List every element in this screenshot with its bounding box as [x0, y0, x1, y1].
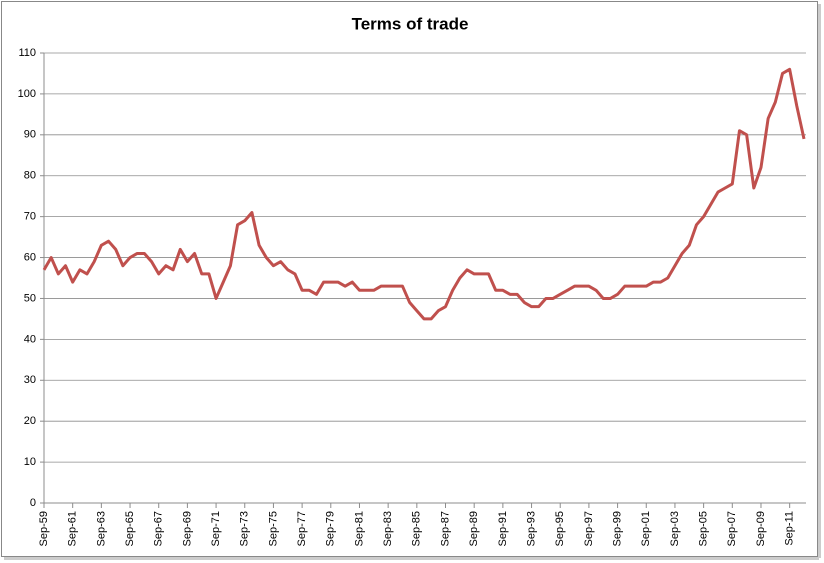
y-tick-label: 20: [24, 415, 36, 427]
x-tick-label: Sep-61: [67, 511, 79, 546]
y-tick-label: 110: [18, 47, 36, 59]
x-tick-label: Sep-77: [296, 511, 308, 546]
x-tick-label: Sep-63: [95, 511, 107, 546]
x-tick-label: Sep-81: [353, 511, 365, 546]
x-tick-label: Sep-89: [468, 511, 480, 546]
chart-frame: [1, 1, 818, 557]
chart-title: Terms of trade: [352, 14, 469, 33]
x-tick-label: Sep-65: [124, 511, 136, 546]
x-tick-label: Sep-09: [755, 511, 767, 546]
x-tick-label: Sep-07: [726, 511, 738, 546]
y-tick-label: 10: [24, 456, 36, 468]
x-tick-label: Sep-97: [583, 511, 595, 546]
x-tick-label: Sep-87: [439, 511, 451, 546]
x-tick-label: Sep-67: [153, 511, 165, 546]
x-tick-label: Sep-05: [698, 511, 710, 546]
data-line: [42, 67, 806, 321]
y-tick-label: 90: [24, 129, 36, 141]
x-tick-label: Sep-91: [497, 511, 509, 546]
x-tick-label: Sep-99: [611, 511, 623, 546]
y-tick-label: 60: [24, 251, 36, 263]
y-tick-label: 30: [24, 374, 36, 386]
x-tick-label: Sep-79: [325, 511, 337, 546]
x-tick-label: Sep-71: [210, 511, 222, 546]
x-tick-label: Sep-69: [181, 511, 193, 546]
x-tick-label: Sep-11: [784, 511, 796, 546]
y-tick-label: 70: [24, 211, 36, 223]
x-tick-label: Sep-75: [267, 511, 279, 546]
y-tick-label: 100: [18, 88, 36, 100]
y-tick-label: 50: [24, 292, 36, 304]
x-tick-label: Sep-85: [411, 511, 423, 546]
y-tick-label: 80: [24, 170, 36, 182]
x-tick-label: Sep-03: [669, 511, 681, 546]
x-tick-label: Sep-01: [640, 511, 652, 546]
y-tick-label: 40: [24, 333, 36, 345]
x-tick-label: Sep-93: [525, 511, 537, 546]
x-tick-label: Sep-95: [554, 511, 566, 546]
x-tick-label: Sep-73: [239, 511, 251, 546]
x-tick-label: Sep-83: [382, 511, 394, 546]
y-tick-label: 0: [30, 497, 36, 509]
x-tick-label: Sep-59: [38, 511, 50, 546]
